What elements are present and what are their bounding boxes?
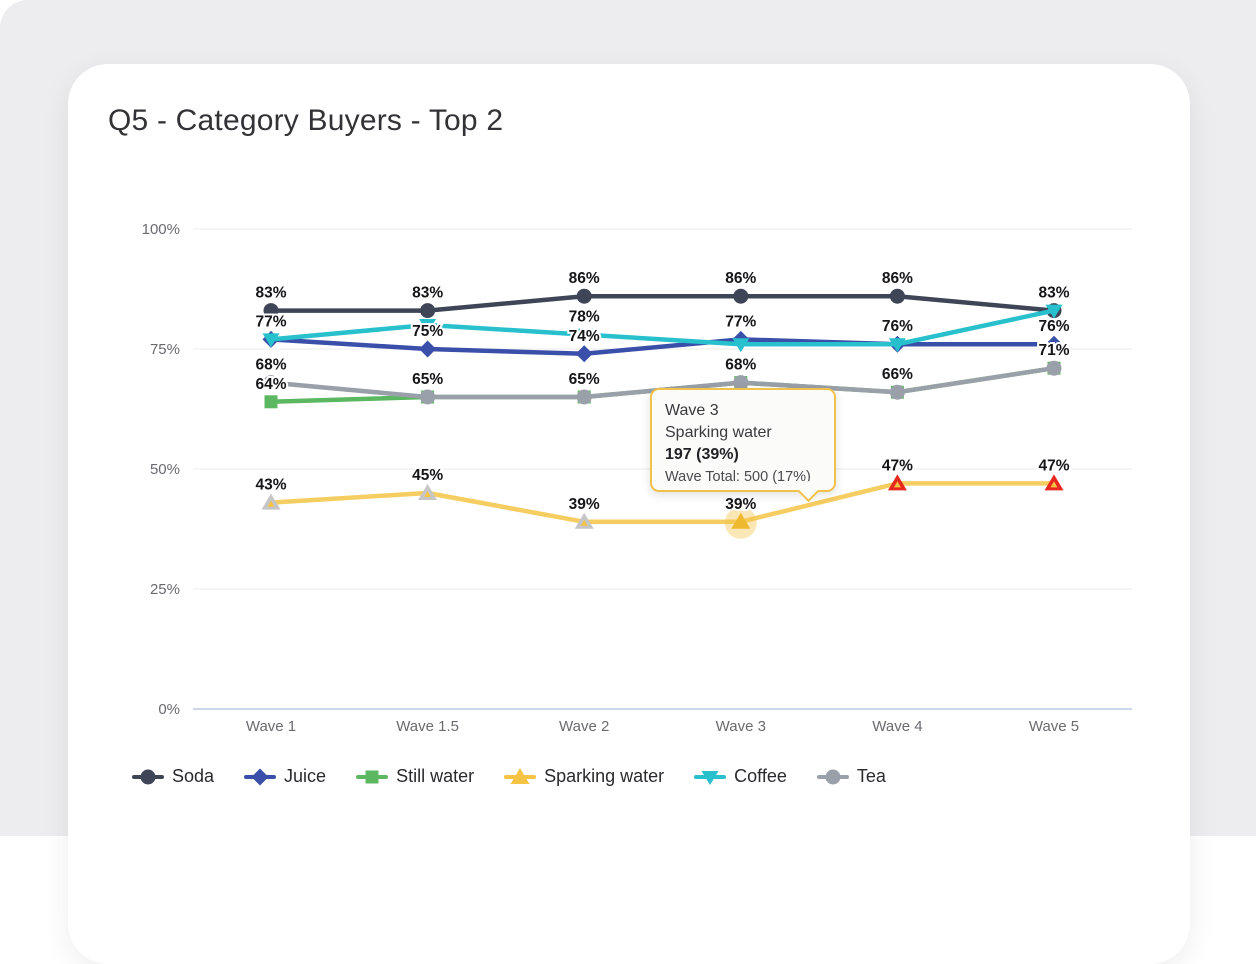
legend-label-juice: Juice <box>284 766 326 787</box>
data-label-juice-wave-4: 76% <box>882 318 913 335</box>
x-tick-label-wave-4: Wave 4 <box>872 718 922 735</box>
legend-item-tea[interactable]: Tea <box>817 766 886 787</box>
legend-glyph-juice[interactable] <box>252 768 269 785</box>
tooltip-series: Sparking water <box>665 422 821 444</box>
legend-label-soda: Soda <box>172 766 214 787</box>
chart-card: Q5 - Category Buyers - Top 2 0% 25% 50% 75%… <box>68 64 1190 964</box>
x-tick-label-wave-5: Wave 5 <box>1029 718 1079 735</box>
data-label-soda-wave-2: 86% <box>569 270 600 287</box>
point-juice-wave-1-5[interactable] <box>419 341 436 358</box>
x-tick-label-wave-2: Wave 2 <box>559 718 609 735</box>
point-tea-wave-2[interactable] <box>577 390 592 405</box>
legend-marker-still-water-icon <box>356 767 388 787</box>
legend-glyph-still-water[interactable] <box>366 770 379 783</box>
legend-marker-juice-icon <box>244 767 276 787</box>
tooltip-value: 197 (39%) <box>665 444 821 466</box>
data-label-juice-wave-1: 77% <box>255 313 286 330</box>
x-tick-label-wave-1-5: Wave 1.5 <box>396 718 459 735</box>
legend-glyph-soda[interactable] <box>141 769 156 784</box>
data-label-tea-wave-4: 66% <box>882 366 913 383</box>
point-still-water-wave-1[interactable] <box>265 395 278 408</box>
data-label-tea-wave-3: 68% <box>725 357 756 374</box>
data-label-tea-wave-5: 71% <box>1038 342 1069 359</box>
data-label-sparking-water-wave-3: 39% <box>725 496 756 513</box>
legend-item-still-water[interactable]: Still water <box>356 766 474 787</box>
legend-marker-tea-icon <box>817 767 849 787</box>
line-chart[interactable]: 0% 25% 50% 75% 100% Wave 1 Wave 1.5 Wave 2 Wave … <box>68 194 1190 754</box>
y-tick-label: 75% <box>150 341 180 358</box>
data-label-juice-wave-2: 74% <box>569 328 600 345</box>
data-label-soda-wave-1-5: 83% <box>412 285 443 302</box>
point-juice-wave-2[interactable] <box>576 345 593 362</box>
y-tick-label: 100% <box>142 221 180 238</box>
x-tick-label-wave-3: Wave 3 <box>716 718 766 735</box>
legend-label-sparking-water: Sparking water <box>544 766 664 787</box>
legend-label-still-water: Still water <box>396 766 474 787</box>
data-label-soda-wave-4: 86% <box>882 270 913 287</box>
legend-glyph-tea[interactable] <box>825 769 840 784</box>
legend: Soda Juice Still water Sparking water Coffee… <box>132 766 886 787</box>
tooltip-wave: Wave 3 <box>665 400 821 422</box>
data-label-juice-wave-1-5: 75% <box>412 323 443 340</box>
legend-item-coffee[interactable]: Coffee <box>694 766 787 787</box>
point-tea-wave-1-5[interactable] <box>420 390 435 405</box>
point-tea-wave-4[interactable] <box>890 385 905 400</box>
point-tea-wave-5[interactable] <box>1047 361 1062 376</box>
data-label-soda-wave-5: 83% <box>1038 285 1069 302</box>
legend-item-soda[interactable]: Soda <box>132 766 214 787</box>
data-label-juice-wave-3: 77% <box>725 313 756 330</box>
data-label-soda-wave-1: 83% <box>255 285 286 302</box>
data-label-juice-wave-5: 76% <box>1038 318 1069 335</box>
legend-item-sparking-water[interactable]: Sparking water <box>504 766 664 787</box>
data-label-sparking-water-wave-2: 39% <box>569 496 600 513</box>
legend-marker-soda-icon <box>132 767 164 787</box>
line-coffee <box>271 311 1054 345</box>
legend-label-tea: Tea <box>857 766 886 787</box>
point-soda-wave-1-5[interactable] <box>420 303 435 318</box>
data-label-sparking-water-wave-1: 43% <box>255 477 286 494</box>
data-label-tea-wave-2: 65% <box>569 371 600 388</box>
tooltip-total: Wave Total: 500 (17%) <box>665 466 821 488</box>
legend-marker-coffee-icon <box>694 767 726 787</box>
point-soda-wave-2[interactable] <box>577 289 592 304</box>
page-background: Q5 - Category Buyers - Top 2 0% 25% 50% 75%… <box>0 0 1256 836</box>
data-label-sparking-water-wave-4: 47% <box>882 457 913 474</box>
legend-marker-sparking-water-icon <box>504 767 536 787</box>
data-label-sparking-water-wave-5: 47% <box>1038 457 1069 474</box>
point-soda-wave-3[interactable] <box>733 289 748 304</box>
y-tick-label: 25% <box>150 581 180 598</box>
point-soda-wave-4[interactable] <box>890 289 905 304</box>
chart-title: Q5 - Category Buyers - Top 2 <box>108 104 503 138</box>
data-label-sparking-water-wave-1-5: 45% <box>412 467 443 484</box>
y-tick-label: 50% <box>150 461 180 478</box>
legend-item-juice[interactable]: Juice <box>244 766 326 787</box>
data-label-tea-wave-1: 68% <box>255 357 286 374</box>
data-label-coffee-wave-2: 78% <box>569 309 600 326</box>
tooltip: Wave 3 Sparking water 197 (39%) Wave Tot… <box>650 388 836 492</box>
y-tick-label: 0% <box>158 701 180 718</box>
data-label-soda-wave-3: 86% <box>725 270 756 287</box>
x-tick-label-wave-1: Wave 1 <box>246 718 296 735</box>
legend-label-coffee: Coffee <box>734 766 787 787</box>
data-label-still-water-wave-1: 64% <box>255 376 286 393</box>
line-soda <box>271 296 1054 310</box>
data-label-tea-wave-1-5: 65% <box>412 371 443 388</box>
